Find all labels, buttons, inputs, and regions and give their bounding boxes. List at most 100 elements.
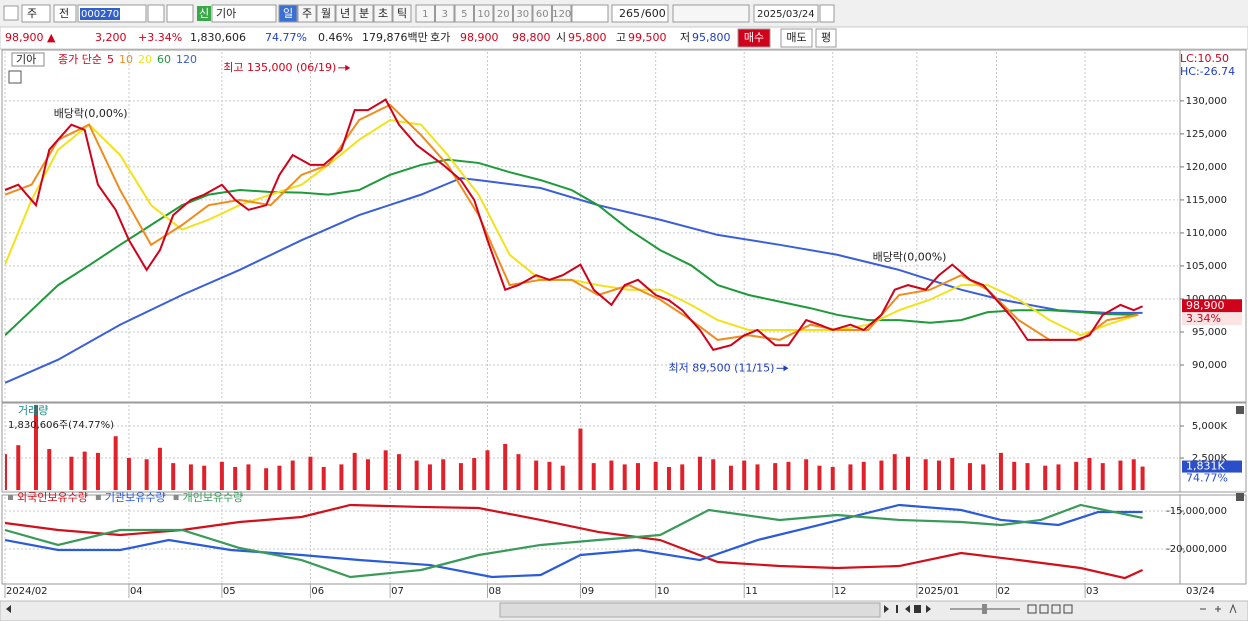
legend-swatch	[95, 495, 101, 500]
y-tick-label: 2,500K	[1192, 453, 1228, 464]
volume-bar	[861, 461, 866, 490]
search-button[interactable]	[147, 4, 165, 23]
volume-bar	[635, 463, 640, 490]
calc-icon	[8, 70, 22, 84]
x-tick-label: 05	[223, 586, 236, 597]
code: 000270	[81, 9, 119, 20]
date-input[interactable]	[753, 4, 819, 23]
volume-bar	[113, 436, 118, 490]
volume-bar	[441, 459, 446, 490]
period-label: 초	[378, 7, 388, 20]
interval-select[interactable]	[571, 4, 609, 23]
volume-bar	[742, 460, 747, 490]
period-button[interactable]	[392, 4, 412, 23]
interval-label: 30	[516, 9, 529, 20]
price-tag-label: 98,900	[1186, 299, 1225, 312]
quote-item: +3.34%	[138, 31, 182, 44]
volume-bar	[998, 452, 1003, 490]
volume-bar	[697, 456, 702, 490]
volume-bar	[1140, 466, 1145, 490]
calendar-button[interactable]	[819, 4, 835, 23]
sound-button[interactable]	[166, 4, 194, 23]
interval-button[interactable]	[415, 4, 435, 23]
interval-button[interactable]	[474, 4, 494, 23]
last-date: 03/24	[1186, 586, 1215, 597]
interval-button[interactable]	[435, 4, 455, 23]
close-panel[interactable]	[1236, 406, 1244, 414]
period-button[interactable]	[335, 4, 355, 23]
x-tick-label: 02	[998, 586, 1011, 597]
scroll-controls[interactable]	[884, 605, 931, 613]
interval-button[interactable]	[552, 4, 572, 23]
tool-buttons[interactable]	[672, 4, 750, 23]
period-button[interactable]	[297, 4, 317, 23]
volume-subtitle: 1,830,606주(74.77%)	[8, 420, 114, 431]
code-highlight	[80, 8, 120, 20]
volume-bar	[1043, 465, 1048, 490]
hc-label: HC:-26.74	[1180, 65, 1235, 78]
order-label: 평	[821, 31, 831, 44]
plot	[5, 503, 1144, 580]
x-tick-label: 10	[657, 586, 670, 597]
series-line	[5, 503, 1143, 579]
volume-bar	[290, 460, 295, 490]
interval-button[interactable]	[513, 4, 533, 23]
x-tick-label: 04	[130, 586, 143, 597]
market-select[interactable]	[21, 4, 51, 23]
order-button[interactable]	[815, 28, 837, 48]
count-input[interactable]	[611, 4, 669, 23]
new-badge[interactable]	[197, 6, 211, 21]
period-button[interactable]	[278, 4, 298, 23]
order-button[interactable]	[737, 28, 771, 48]
volume-tag	[1182, 460, 1242, 473]
change-tag	[1182, 312, 1242, 326]
interval-button[interactable]	[532, 4, 552, 23]
close-panel[interactable]	[1236, 493, 1244, 501]
series-line	[5, 98, 1143, 351]
period-button[interactable]	[354, 4, 374, 23]
scroll-left[interactable]	[6, 605, 11, 613]
interval-button[interactable]	[493, 4, 513, 23]
lc-label: LC:10.50	[1180, 52, 1229, 65]
order-button[interactable]	[780, 28, 813, 48]
quote-item: 3,200	[95, 31, 127, 44]
volume-bar	[308, 456, 313, 490]
interval-label: 60	[536, 9, 549, 20]
volume-bar	[427, 464, 432, 490]
series-line	[5, 158, 1139, 337]
legend-entry: 60	[157, 53, 171, 66]
volume-bar	[786, 461, 791, 490]
name-input[interactable]	[211, 4, 277, 23]
interval-label: 5	[461, 9, 467, 20]
period-label: 분	[359, 7, 369, 20]
prev-button[interactable]	[53, 4, 77, 23]
menu-icon[interactable]	[3, 5, 19, 21]
tool-icons[interactable]	[1027, 603, 1237, 614]
interval-button[interactable]	[454, 4, 474, 23]
volume-bar	[936, 460, 941, 490]
period-label: 년	[340, 7, 350, 20]
annotation-head	[345, 64, 351, 71]
x-tick-label: 03	[1086, 586, 1099, 597]
volume-bar	[458, 463, 463, 490]
x-tick-label: 2025/01	[918, 586, 960, 597]
y-tick-label: 5,000K	[1192, 421, 1228, 432]
y-tick-label: 110,000	[1186, 228, 1227, 239]
period-button[interactable]	[316, 4, 336, 23]
period-label: 일	[283, 6, 293, 20]
volume-bar	[396, 454, 401, 490]
panel-border	[1, 49, 1247, 403]
volume-bar	[923, 459, 928, 490]
y-tick-label: 95,000	[1192, 327, 1227, 338]
scroll-thumb[interactable]	[499, 602, 881, 618]
interval-label: 120	[552, 9, 571, 20]
volume-bar	[728, 465, 733, 490]
period-button[interactable]	[373, 4, 393, 23]
quote-item: 98,800	[512, 31, 551, 44]
volume-bar	[666, 466, 671, 490]
zoom-handle[interactable]	[982, 604, 987, 614]
volume-bar	[485, 450, 490, 490]
legend-title: 기아	[16, 53, 36, 66]
y-tick-label: 120,000	[1186, 162, 1227, 173]
prev: 전	[59, 7, 69, 20]
